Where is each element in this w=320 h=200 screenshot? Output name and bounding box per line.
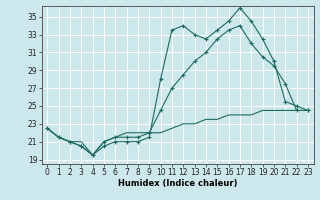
X-axis label: Humidex (Indice chaleur): Humidex (Indice chaleur) — [118, 179, 237, 188]
